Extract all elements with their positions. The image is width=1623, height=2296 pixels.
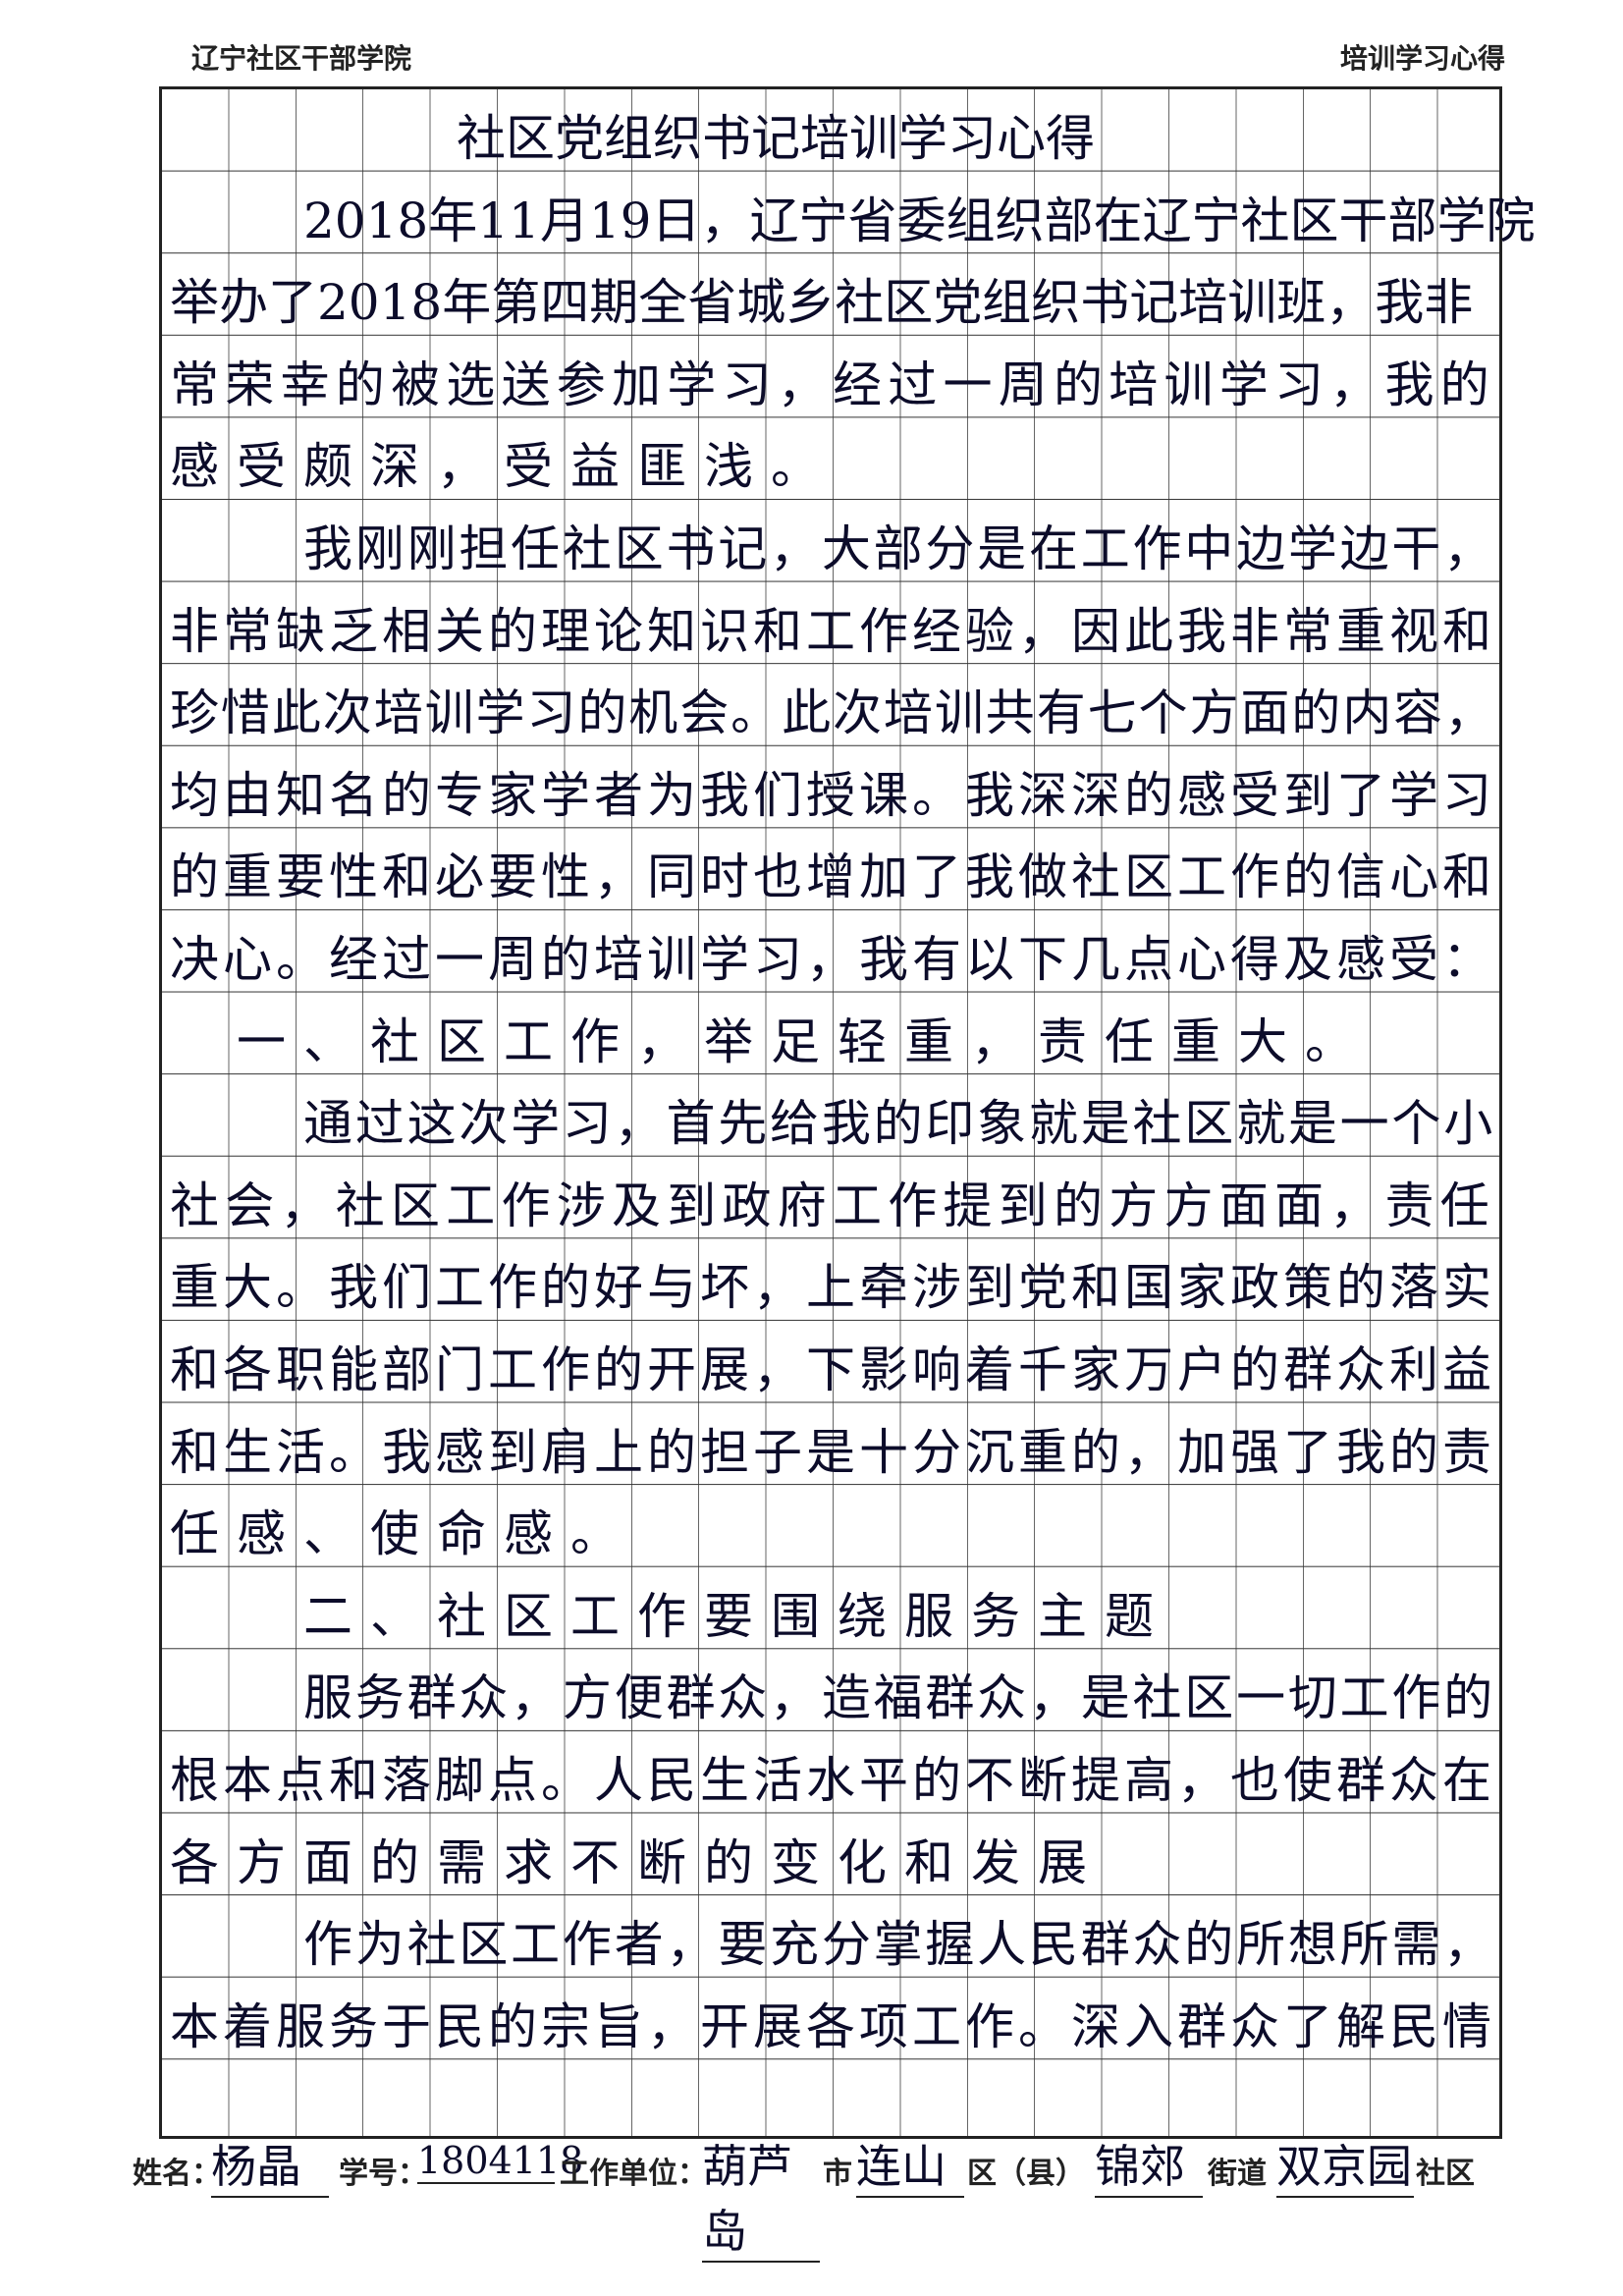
student-id: 1804118 xyxy=(417,2139,584,2184)
text-line: 我刚刚担任社区书记，大部分是在工作中边学边干， xyxy=(303,520,1495,577)
text-line: 重大。我们工作的好与坏，上牵涉到党和国家政策的落实 xyxy=(170,1259,1495,1317)
text-line: 感受颇深，受益匪浅。 xyxy=(170,438,838,496)
community: 双京园 xyxy=(1276,2131,1414,2198)
text-line: 社会，社区工作涉及到政府工作提到的方方面面，责任 xyxy=(170,1176,1495,1234)
district: 连山 xyxy=(856,2131,964,2198)
text-line: 2018年11月19日，辽宁省委组织部在辽宁社区干部学院 xyxy=(303,191,1536,249)
text-line: 各方面的需求不断的变化和发展 xyxy=(170,1833,1105,1891)
form-title: 培训学习心得 xyxy=(1339,42,1505,75)
text-line: 一、社区工作，举足轻重，责任重大。 xyxy=(237,1012,1372,1070)
text-line: 本着服务于民的宗旨，开展各项工作。深入群众了解民情 xyxy=(170,1997,1495,2055)
text-line: 和生活。我感到肩上的担子是十分沉重的，加强了我的责 xyxy=(170,1423,1495,1481)
text-line: 服务群众，方便群众，造福群众，是社区一切工作的 xyxy=(303,1669,1495,1727)
district-label: 区（县） xyxy=(967,2157,1085,2191)
name: 杨晶 xyxy=(211,2131,329,2198)
text-line: 决心。经过一周的培训学习，我有以下几点心得及感受： xyxy=(170,931,1495,988)
text-line: 作为社区工作者，要充分掌握人民群众的所想所需， xyxy=(303,1916,1495,1974)
city: 葫芦岛 xyxy=(702,2131,820,2263)
city-label: 市 xyxy=(823,2157,852,2191)
text-line: 通过这次学习，首先给我的印象就是社区就是一个小 xyxy=(303,1095,1495,1153)
text-line: 均由知名的专家学者为我们授课。我深深的感受到了学习 xyxy=(170,766,1495,824)
street-label: 街道 xyxy=(1208,2157,1267,2191)
text-line: 举办了2018年第四期全省城乡社区党组织书记培训班，我非 xyxy=(170,274,1474,332)
unit-label: 工作单位： xyxy=(560,2157,707,2191)
id-label: 学号： xyxy=(339,2157,427,2191)
essay-title: 社区党组织书记培训学习心得 xyxy=(457,110,1095,167)
street: 锦郊 xyxy=(1095,2131,1203,2198)
text-line: 任感、使命感。 xyxy=(170,1505,637,1563)
text-line: 常荣幸的被选送参加学习，经过一周的培训学习，我的 xyxy=(170,355,1495,413)
text-line: 和各职能部门工作的开展，下影响着千家万户的群众利益 xyxy=(170,1341,1495,1398)
text-line: 根本点和落脚点。人民生活水平的不断提高，也使群众在 xyxy=(170,1752,1495,1809)
community-label: 社区 xyxy=(1416,2157,1475,2191)
school-name: 辽宁社区干部学院 xyxy=(191,42,412,75)
text-line: 珍惜此次培训学习的机会。此次培训共有七个方面的内容， xyxy=(170,684,1495,742)
text-line: 二、社区工作要围绕服务主题 xyxy=(303,1587,1171,1645)
name-label: 姓名： xyxy=(133,2157,221,2191)
text-line: 的重要性和必要性，同时也增加了我做社区工作的信心和 xyxy=(170,848,1495,906)
text-line: 非常缺乏相关的理论知识和工作经验，因此我非常重视和 xyxy=(170,602,1495,660)
writing-grid: 社区党组织书记培训学习心得 2018年11月19日，辽宁省委组织部在辽宁社区干部… xyxy=(159,86,1536,2139)
